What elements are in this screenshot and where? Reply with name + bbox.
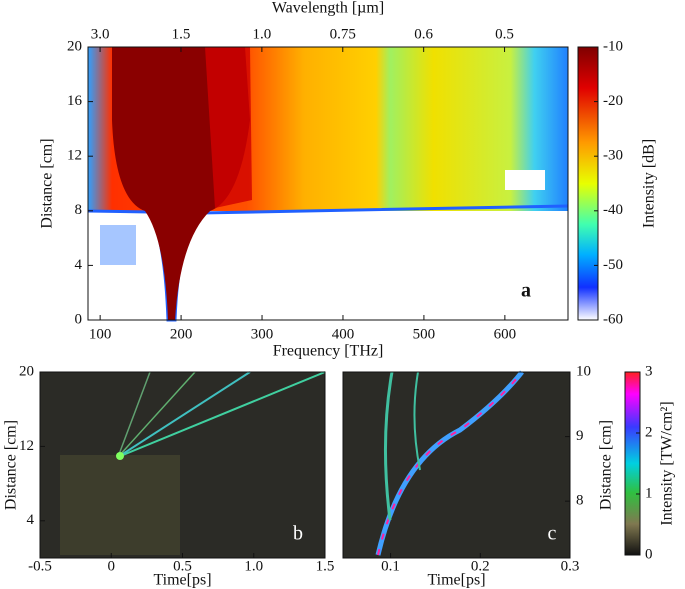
colorbar-tick-label: 0 (645, 546, 653, 562)
y-axis-label: Distance [cm] (39, 138, 56, 228)
x-tick-label: 200 (170, 326, 193, 342)
panel-label: b (293, 523, 303, 545)
plot-frame (87, 46, 569, 321)
x-tick-label: 0.5 (173, 558, 192, 574)
heatmap-c (343, 370, 570, 558)
colorbar-tick-label: -50 (603, 257, 623, 273)
colorbar-tick-label: -20 (603, 93, 623, 109)
y-axis-label: Distance [cm] (3, 420, 20, 510)
colorbar (624, 371, 641, 556)
plot-frame (342, 371, 571, 559)
x-tick-label: 300 (251, 326, 274, 342)
y-tick-label: 10 (576, 363, 591, 379)
colorbar-tick-label: -30 (603, 148, 623, 164)
y-tick-label: 8 (576, 493, 584, 509)
x-tick-label: 600 (494, 326, 517, 342)
x2-tick-label: 0.6 (414, 26, 433, 42)
x-axis-label: Frequency [THz] (273, 343, 384, 360)
panel-label: c (548, 523, 557, 545)
colorbar-tick-label: 3 (645, 363, 653, 379)
x2-axis-label: Wavelength [µm] (272, 0, 384, 17)
x2-tick-label: 0.75 (330, 26, 356, 42)
colorbar (577, 46, 599, 321)
colorbar-tick-label: -10 (603, 38, 623, 54)
y-tick-label: 8 (75, 202, 83, 218)
x2-tick-label: 1.0 (253, 26, 272, 42)
colorbar-label: Intensity [TW/cm²] (659, 401, 676, 525)
y-tick-label: 4 (27, 512, 35, 528)
x-tick-label: 0.2 (471, 558, 490, 574)
x2-tick-label: 1.5 (172, 26, 191, 42)
x-tick-label: 1.5 (316, 558, 335, 574)
colorbar-label: Intensity [dB] (641, 139, 658, 228)
y-axis-label: Distance [cm] (598, 420, 615, 510)
x-axis-label: Time[ps] (427, 572, 485, 589)
y-tick-label: 20 (67, 38, 82, 54)
x-axis-label: Time[ps] (153, 572, 211, 589)
x-tick-label: 400 (332, 326, 355, 342)
y-tick-label: 20 (19, 363, 34, 379)
heatmap-b (40, 371, 326, 558)
x-tick-label: 1.0 (244, 558, 263, 574)
x-tick-label: 0 (108, 558, 116, 574)
colorbar-tick-label: 1 (645, 485, 653, 501)
y-tick-label: 0 (75, 311, 83, 327)
x-tick-label: 0.3 (561, 558, 580, 574)
y-tick-label: 4 (75, 257, 83, 273)
colorbar-tick-label: -40 (603, 202, 623, 218)
x-tick-label: 500 (413, 326, 436, 342)
x-tick-label: 100 (89, 326, 112, 342)
panel-label: a (521, 280, 531, 302)
y-tick-label: 16 (67, 93, 83, 109)
colorbar-tick-label: 2 (645, 424, 653, 440)
x2-tick-label: 3.0 (91, 26, 110, 42)
y-tick-label: 9 (576, 428, 584, 444)
heatmap-a (87, 47, 569, 322)
x-tick-label: 0.1 (381, 558, 400, 574)
y-tick-label: 12 (67, 148, 82, 164)
x2-tick-label: 0.5 (495, 26, 514, 42)
x-tick-label: -0.5 (28, 558, 52, 574)
y-tick-label: 12 (19, 438, 34, 454)
colorbar-tick-label: -60 (603, 311, 623, 327)
